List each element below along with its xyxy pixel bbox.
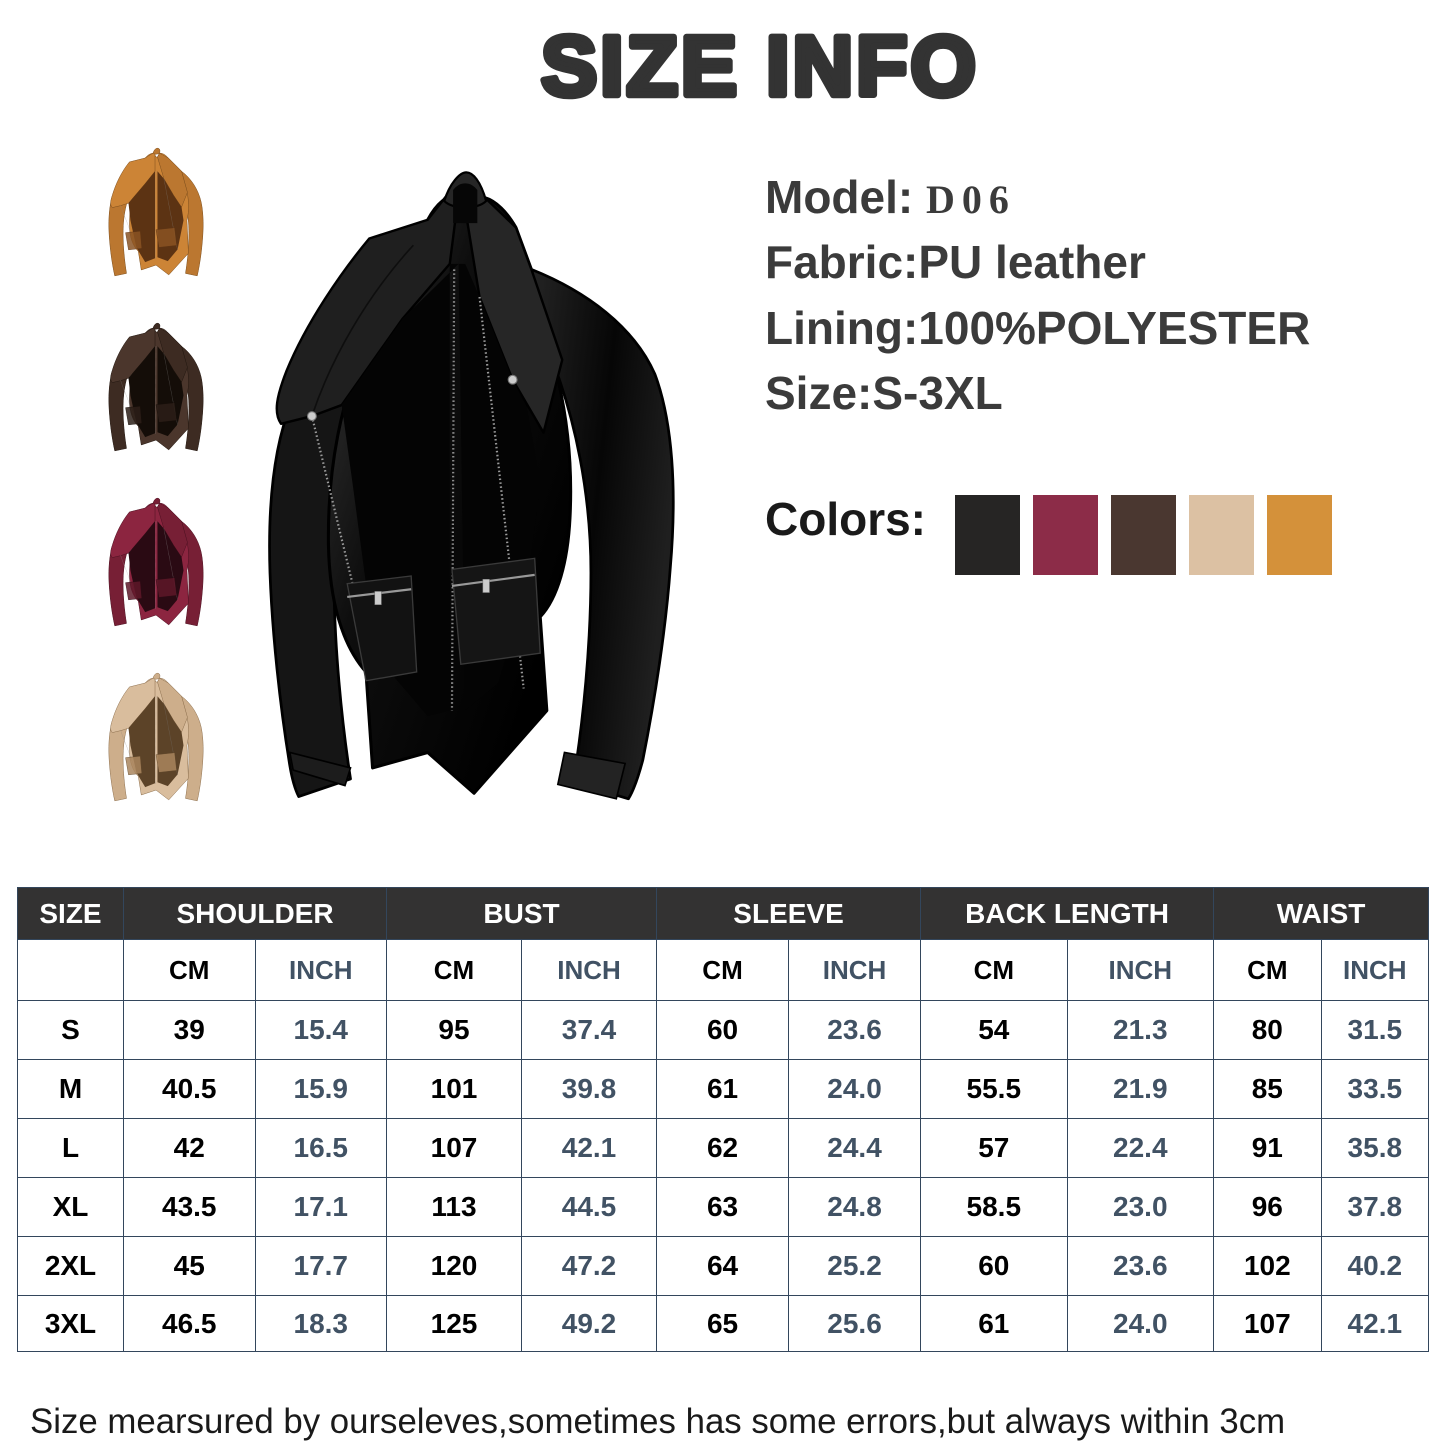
svg-text:SIZE INFO: SIZE INFO — [541, 19, 979, 113]
